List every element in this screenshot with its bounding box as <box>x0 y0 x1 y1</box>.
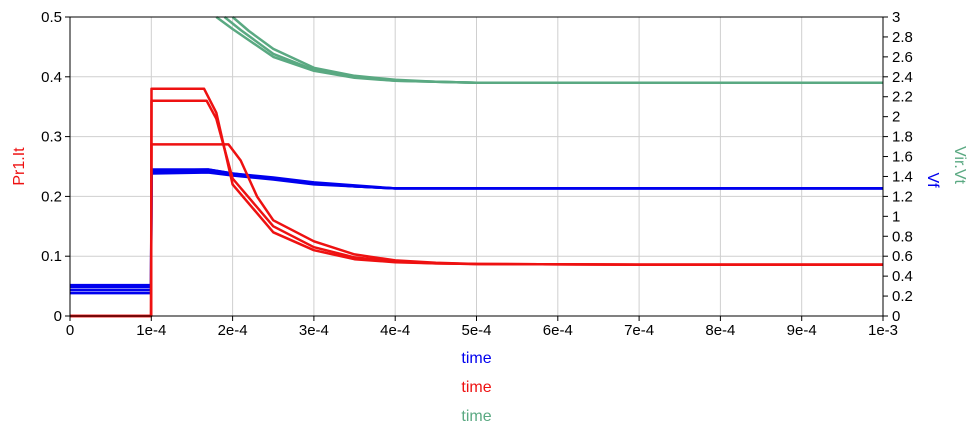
y-right-tick-label: 0.6 <box>892 248 913 265</box>
y-right-tick-label: 0.8 <box>892 228 913 245</box>
series-line <box>70 143 883 318</box>
x-tick-label: 2e-4 <box>218 322 248 339</box>
y-left-tick-label: 0.4 <box>41 69 62 86</box>
plot-frame <box>69 16 884 317</box>
x-tick-label: 3e-4 <box>299 322 329 339</box>
y-left-tick-label: 0 <box>54 308 62 325</box>
y-right-tick-label: 1.8 <box>892 129 913 146</box>
y-right-tick-label: 2.6 <box>892 49 913 66</box>
series-line <box>215 15 883 85</box>
series-layer <box>70 15 883 318</box>
x-tick-label: 9e-4 <box>787 322 817 339</box>
y-right-tick-label: 0.2 <box>892 288 913 305</box>
axis-labels: time time time Pr1.It Vf Vir.Vt <box>11 146 968 425</box>
y-right-tick-label: 1.6 <box>892 149 913 166</box>
y-right-tick-label: 1.4 <box>892 168 913 185</box>
x-tick-label: 1e-3 <box>868 322 898 339</box>
x-tick-label: 5e-4 <box>461 322 491 339</box>
y-left-tick-label: 0.5 <box>41 9 62 26</box>
axes: 0 1e-4 2e-4 3e-4 4e-4 5e-4 6e-4 7e-4 8e-4 9e-4 1e-… <box>41 9 913 339</box>
y-right-tick-label: 1 <box>892 208 900 225</box>
series-line <box>223 16 883 85</box>
x-tick-label: 8e-4 <box>705 322 735 339</box>
x-tick-label: 0 <box>66 322 74 339</box>
x-tick-label: 7e-4 <box>624 322 654 339</box>
y-left-tick-label: 0.2 <box>41 188 62 205</box>
x-axis-label: time <box>461 350 491 367</box>
y-left-tick-label: 0.3 <box>41 129 62 146</box>
y-right-tick-label: 1.2 <box>892 188 913 205</box>
grid <box>69 16 884 317</box>
y-right-tick-label: 2.4 <box>892 69 913 86</box>
y-right-axis-label: Vf <box>924 172 941 188</box>
y-right-tick-label: 2.2 <box>892 89 913 106</box>
y-right-tick-label: 2.8 <box>892 29 913 46</box>
x-tick-label: 1e-4 <box>136 322 166 339</box>
x-tick-label: 4e-4 <box>380 322 410 339</box>
y-left-tick-label: 0.1 <box>41 248 62 265</box>
x-axis-label: time <box>461 408 491 425</box>
y-right-tick-label: 0 <box>892 308 900 325</box>
y-right-tick-label: 0.4 <box>892 268 913 285</box>
y-right-axis-label: Vir.Vt <box>951 146 968 185</box>
x-tick-label: 6e-4 <box>543 322 573 339</box>
y-left-axis-label: Pr1.It <box>11 147 28 186</box>
y-right-tick-label: 3 <box>892 9 900 26</box>
x-axis-label: time <box>461 379 491 396</box>
y-right-tick-label: 2 <box>892 109 900 126</box>
